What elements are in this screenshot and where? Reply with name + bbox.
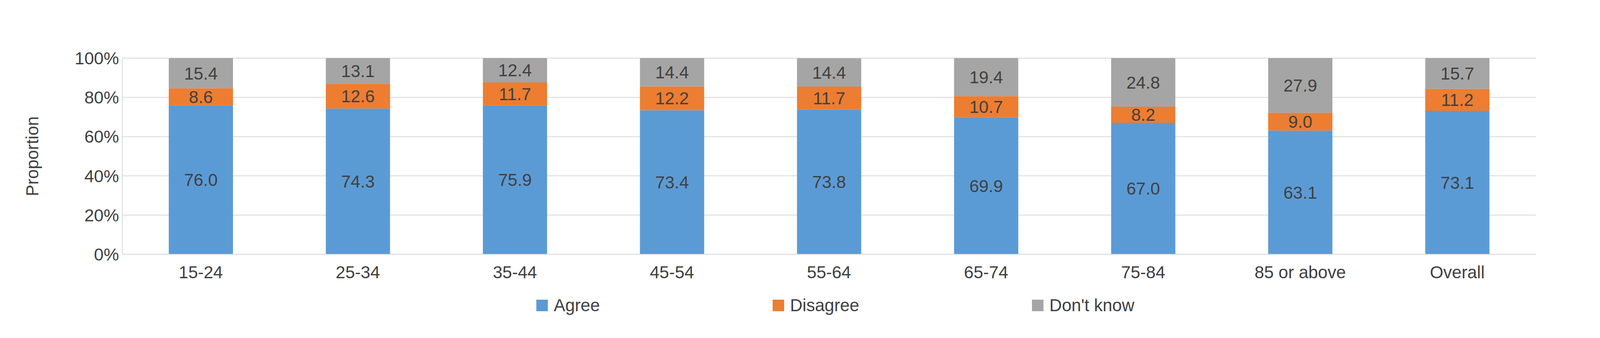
- svg-text:11.2: 11.2: [1441, 90, 1474, 110]
- svg-text:67.0: 67.0: [1126, 178, 1160, 198]
- svg-text:100%: 100%: [74, 48, 119, 68]
- svg-text:73.1: 73.1: [1440, 172, 1475, 193]
- svg-text:Proportion: Proportion: [22, 116, 42, 196]
- svg-text:40%: 40%: [84, 166, 119, 186]
- svg-text:15.4: 15.4: [183, 63, 218, 84]
- html-text:Don't know: Don't know: [1049, 295, 1135, 315]
- svg-text:60%: 60%: [84, 126, 119, 147]
- svg-text:85 or above: 85 or above: [1254, 262, 1347, 282]
- svg-text:74.3: 74.3: [341, 171, 375, 191]
- svg-text:27.9: 27.9: [1283, 75, 1318, 96]
- svg-text:11.7: 11.7: [812, 88, 846, 108]
- svg-text:12.6: 12.6: [341, 86, 375, 106]
- svg-text:9.0: 9.0: [1288, 111, 1313, 132]
- svg-text:69.9: 69.9: [969, 176, 1004, 196]
- svg-text:76.0: 76.0: [183, 170, 218, 190]
- svg-text:25-34: 25-34: [335, 262, 380, 282]
- svg-text:73.8: 73.8: [812, 172, 846, 192]
- svg-text:75-84: 75-84: [1120, 262, 1165, 282]
- svg-text:8.2: 8.2: [1131, 104, 1156, 125]
- svg-text:24.8: 24.8: [1126, 72, 1160, 93]
- svg-text:Overall: Overall: [1429, 262, 1485, 282]
- svg-text:80%: 80%: [84, 87, 119, 108]
- svg-text:19.4: 19.4: [969, 67, 1004, 87]
- html-text:Disagree: Disagree: [790, 295, 860, 315]
- svg-text:10.7: 10.7: [969, 97, 1004, 117]
- svg-text:55-64: 55-64: [806, 262, 851, 282]
- svg-text:65-74: 65-74: [964, 262, 1009, 282]
- svg-text:63.1: 63.1: [1283, 182, 1318, 203]
- svg-text:0%: 0%: [93, 244, 119, 264]
- svg-text:15-24: 15-24: [178, 262, 223, 282]
- svg-text:8.6: 8.6: [188, 87, 213, 107]
- svg-text:12.4: 12.4: [498, 60, 532, 80]
- html-text:Agree: Agree: [553, 295, 600, 315]
- svg-text:20%: 20%: [84, 205, 119, 225]
- svg-text:15.7: 15.7: [1440, 63, 1475, 84]
- svg-text:13.1: 13.1: [341, 61, 375, 81]
- svg-text:35-44: 35-44: [492, 262, 537, 282]
- svg-text:12.2: 12.2: [655, 88, 690, 108]
- svg-text:73.4: 73.4: [655, 172, 690, 192]
- svg-text:14.4: 14.4: [812, 62, 846, 83]
- svg-text:45-54: 45-54: [649, 262, 695, 282]
- svg-text:11.7: 11.7: [498, 84, 532, 104]
- svg-text:75.9: 75.9: [498, 170, 532, 190]
- svg-text:14.4: 14.4: [655, 62, 690, 82]
